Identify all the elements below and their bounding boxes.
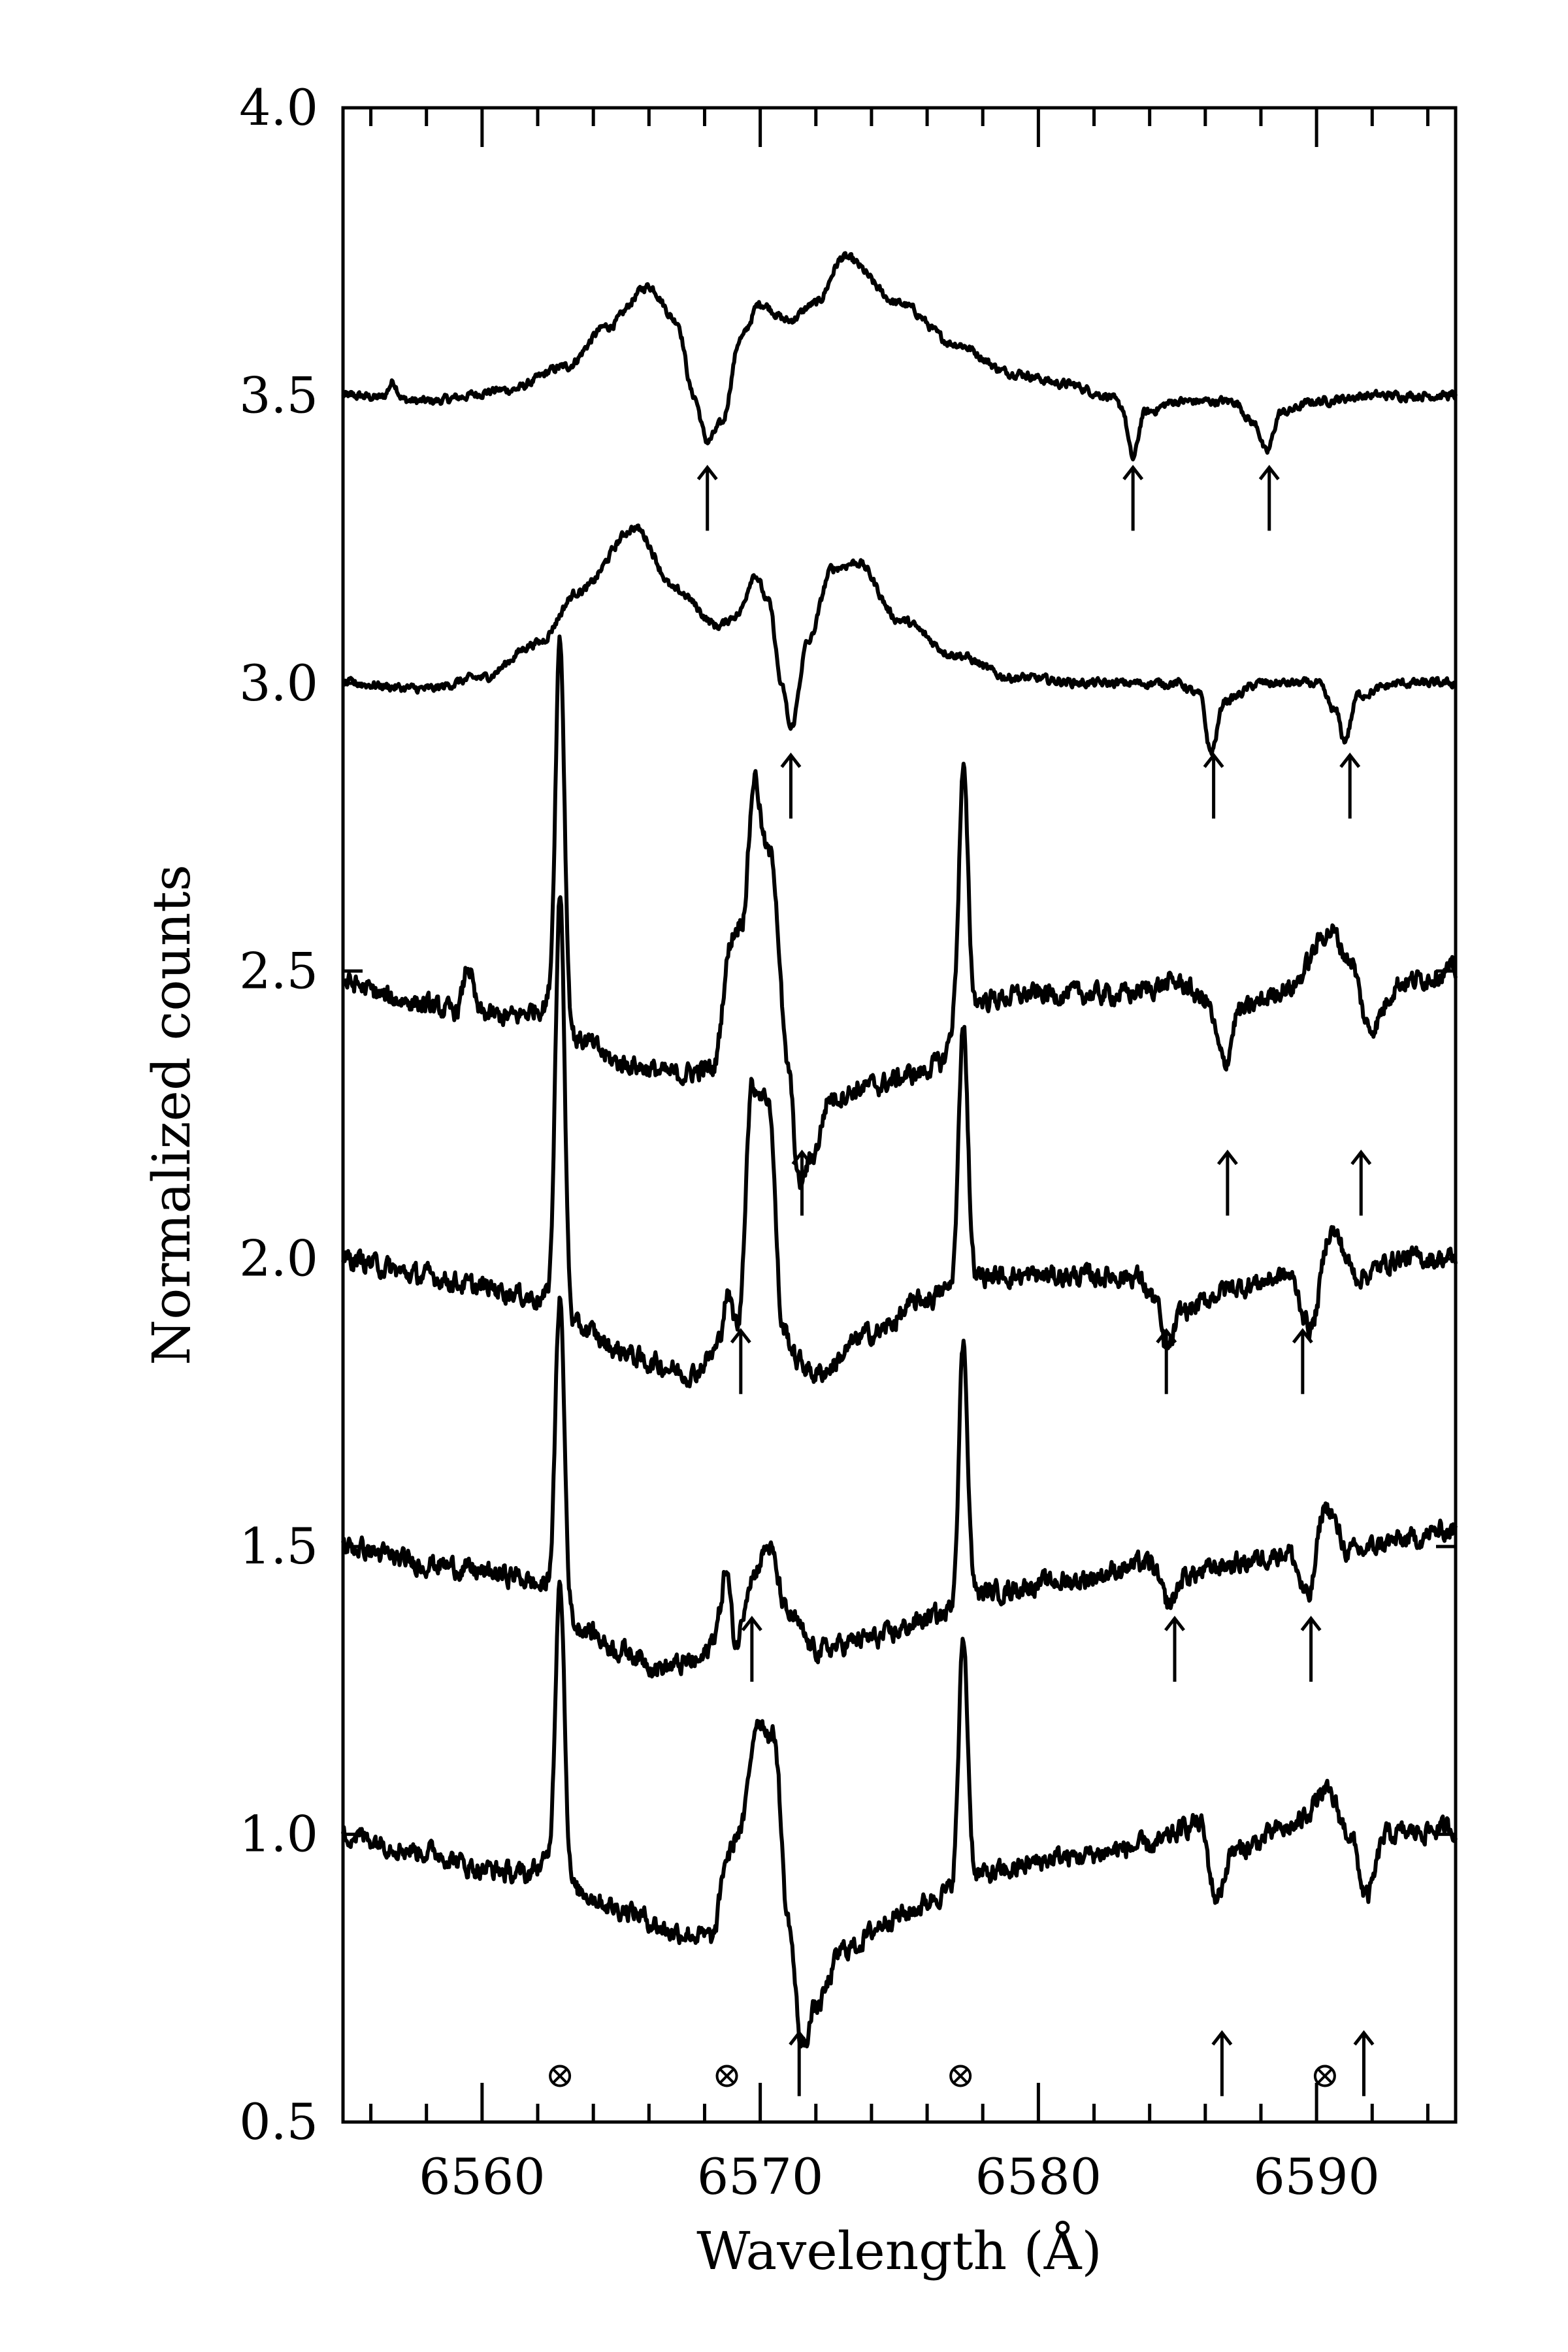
y-tick-label-2: 2.0 xyxy=(239,1230,318,1288)
absorption-arrow-s4-1 xyxy=(730,1328,751,1394)
circle-cross-marker-4 xyxy=(1313,2065,1336,2087)
arrow-head xyxy=(789,2030,810,2046)
y-tick-label-1.5: 1.5 xyxy=(239,1517,318,1575)
arrow-head xyxy=(1156,1328,1177,1344)
arrow-head xyxy=(1217,1149,1238,1166)
spectrum-line-5 xyxy=(341,1296,1458,1679)
y-tick-label-3.5: 3.5 xyxy=(239,366,318,424)
arrow-head xyxy=(741,1616,762,1631)
absorption-arrow-s1-3 xyxy=(1258,465,1280,531)
spectrum-line-3 xyxy=(342,634,1458,1190)
circle-cross-marker-1 xyxy=(549,2065,572,2087)
arrow-head xyxy=(1353,2030,1375,2046)
spectrum-line-2 xyxy=(342,523,1458,757)
x-tick-label-6580: 6580 xyxy=(975,2148,1102,2206)
x-tick-label-6570: 6570 xyxy=(697,2148,823,2206)
x-axis-label: Wavelength (Å) xyxy=(696,2220,1102,2281)
marker-circle xyxy=(715,2065,738,2087)
arrow-head xyxy=(1211,2030,1233,2046)
spectrum-line-1 xyxy=(341,251,1458,462)
absorption-arrow-s1-2 xyxy=(1122,465,1144,531)
absorption-arrow-s5-1 xyxy=(741,1616,762,1682)
x-tick-label-6560: 6560 xyxy=(419,2148,545,2206)
arrow-head xyxy=(730,1328,751,1344)
arrow-head xyxy=(1339,752,1361,768)
y-tick-label-3: 3.0 xyxy=(239,654,318,712)
y-tick-label-0.5: 0.5 xyxy=(239,2093,318,2151)
spectrum-line-4 xyxy=(341,895,1458,1388)
circle-cross-marker-3 xyxy=(949,2065,972,2087)
line-markers-group xyxy=(549,465,1375,2097)
arrow-head xyxy=(1258,465,1280,481)
marker-cross-b xyxy=(1317,2068,1333,2083)
absorption-arrow-s3-3 xyxy=(1350,1149,1372,1216)
marker-cross-b xyxy=(719,2068,734,2083)
y-tick-label-2.5: 2.5 xyxy=(239,941,318,1000)
absorption-arrow-s4-2 xyxy=(1156,1328,1177,1394)
absorption-arrow-s5-2 xyxy=(1164,1616,1185,1682)
arrow-head xyxy=(1164,1616,1185,1631)
arrow-head xyxy=(1203,752,1224,768)
marker-circle xyxy=(1313,2065,1336,2087)
marker-circle xyxy=(949,2065,972,2087)
arrow-head xyxy=(1122,465,1144,481)
absorption-arrow-s4-3 xyxy=(1292,1328,1313,1394)
arrow-head xyxy=(1292,1328,1313,1344)
marker-cross-b xyxy=(552,2068,568,2083)
arrow-head xyxy=(696,465,718,481)
arrow-head xyxy=(780,752,802,768)
absorption-arrow-s1-1 xyxy=(696,465,718,531)
absorption-arrow-s3-1 xyxy=(791,1149,813,1216)
absorption-arrow-s2-2 xyxy=(1203,752,1224,819)
spectra-group xyxy=(341,251,1458,2049)
absorption-arrow-s5-3 xyxy=(1300,1616,1322,1682)
arrow-head xyxy=(1300,1616,1322,1631)
absorption-arrow-s2-3 xyxy=(1339,752,1361,819)
arrow-head xyxy=(1350,1149,1372,1166)
y-tick-label-4: 4.0 xyxy=(239,78,318,137)
plot-frame xyxy=(341,106,1458,2124)
absorption-arrow-s6-2 xyxy=(1211,2030,1233,2097)
spectrum-line-6 xyxy=(341,1579,1458,2049)
absorption-arrow-s6-3 xyxy=(1353,2030,1375,2097)
absorption-arrow-s3-2 xyxy=(1217,1149,1238,1216)
axes-group: 6560 6570 6580 6590 0.5 1.0 1.5 2.0 2.5 3.0 3.5 4.0 xyxy=(239,78,1458,2206)
x-tick-label-6590: 6590 xyxy=(1253,2148,1379,2206)
y-axis-label: Normalized counts xyxy=(141,864,202,1365)
y-tick-label-1: 1.0 xyxy=(239,1805,318,1863)
marker-circle xyxy=(549,2065,572,2087)
circle-cross-marker-2 xyxy=(715,2065,738,2087)
marker-cross-b xyxy=(953,2068,968,2083)
arrow-head xyxy=(791,1149,813,1166)
absorption-arrow-s6-1 xyxy=(789,2030,810,2097)
absorption-arrow-s2-1 xyxy=(780,752,802,819)
